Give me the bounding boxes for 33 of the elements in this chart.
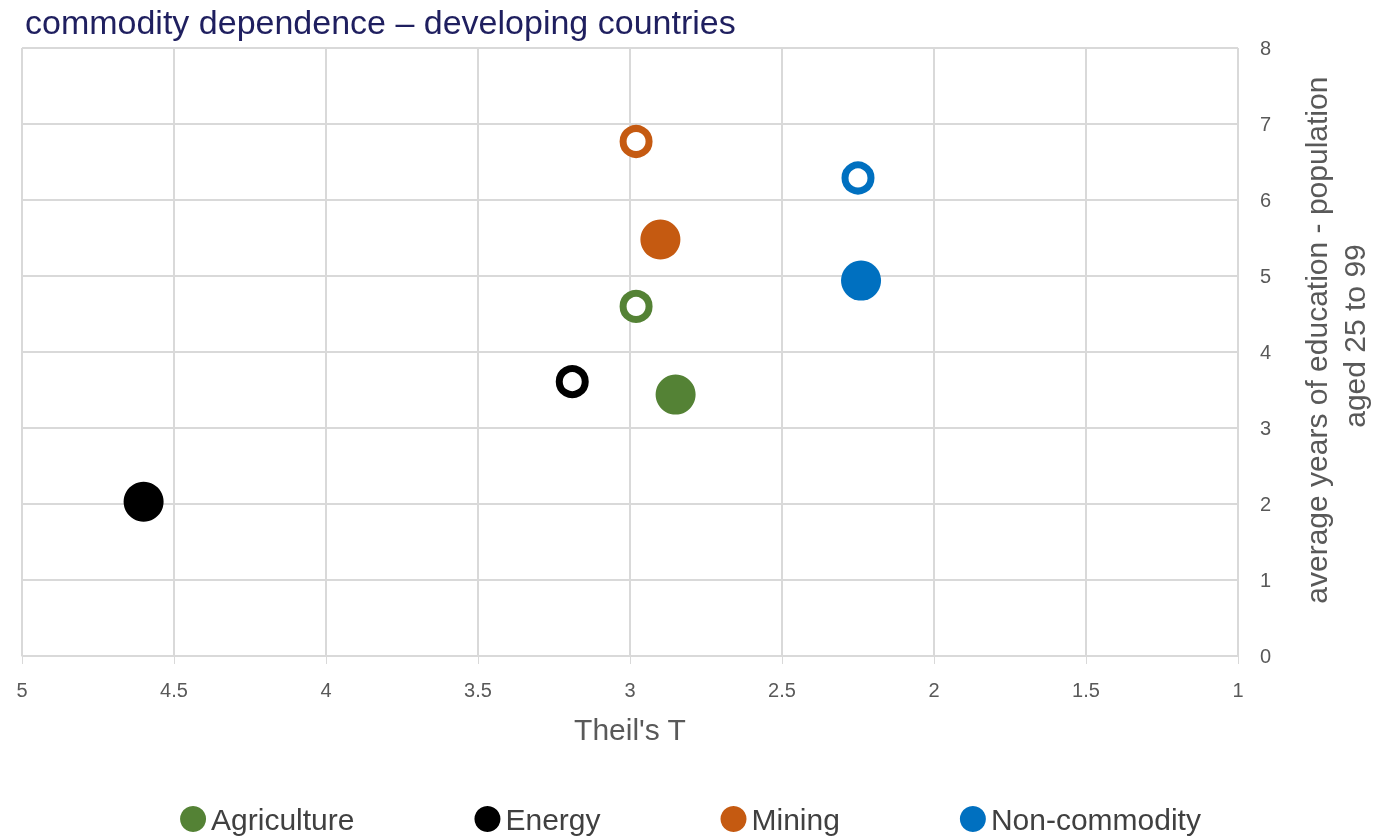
- point: [619, 289, 653, 323]
- point: [555, 365, 589, 399]
- chart-title: commodity dependence – developing countries: [25, 3, 736, 41]
- point: [841, 161, 875, 195]
- point: [655, 374, 696, 415]
- y-tick-label: 0: [1260, 645, 1272, 667]
- x-tick-label: 2.5: [768, 679, 796, 701]
- point: [123, 481, 164, 522]
- point: [619, 124, 653, 158]
- x-tick-label: 3.5: [464, 679, 492, 701]
- x-tick-label: 3: [624, 679, 636, 701]
- x-tick-label: 2: [928, 679, 940, 701]
- x-tick-label: 1: [1232, 679, 1244, 701]
- x-tick-label: 4.5: [160, 679, 188, 701]
- y-tick-label: 7: [1260, 113, 1272, 135]
- legend-label: Non-commodity: [990, 802, 1201, 836]
- x-axis-title: Theil's T: [574, 712, 686, 746]
- x-tick-label: 1.5: [1072, 679, 1100, 701]
- x-tick-label: 4: [320, 679, 332, 701]
- legend-label: Agriculture: [211, 802, 355, 836]
- y-tick-label: 4: [1260, 341, 1272, 363]
- y-tick-label: 1: [1260, 569, 1272, 591]
- point: [640, 219, 681, 260]
- y-tick-label: 5: [1260, 265, 1272, 287]
- y-tick-label: 8: [1260, 37, 1272, 59]
- legend-label: Energy: [505, 802, 601, 836]
- point: [841, 260, 882, 301]
- y-tick-label: 2: [1260, 493, 1272, 515]
- x-tick-label: 5: [16, 679, 28, 701]
- y-tick-label: 6: [1260, 189, 1272, 211]
- y-tick-label: 3: [1260, 417, 1272, 439]
- y-axis-title: average years of education - population aged 25 to 99: [1299, 68, 1371, 604]
- legend-label: Mining: [751, 802, 840, 836]
